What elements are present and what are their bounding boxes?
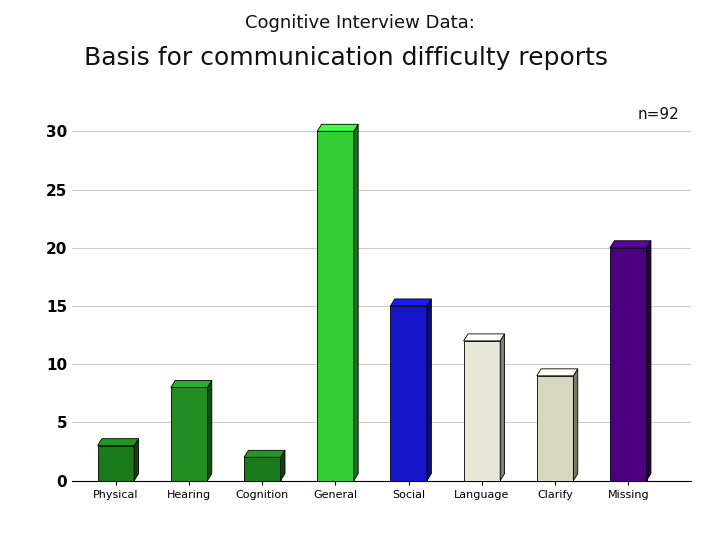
- Polygon shape: [647, 241, 651, 481]
- Polygon shape: [610, 241, 651, 248]
- Polygon shape: [318, 131, 354, 481]
- Text: n=92: n=92: [638, 107, 680, 122]
- Polygon shape: [537, 376, 573, 481]
- Text: Cognitive Interview Data:: Cognitive Interview Data:: [245, 14, 475, 31]
- Text: Basis for communication difficulty reports: Basis for communication difficulty repor…: [84, 46, 608, 70]
- Polygon shape: [427, 299, 431, 481]
- Polygon shape: [98, 446, 134, 481]
- Polygon shape: [537, 369, 577, 376]
- Polygon shape: [244, 450, 285, 457]
- Polygon shape: [171, 381, 212, 388]
- Polygon shape: [354, 124, 358, 481]
- Polygon shape: [464, 341, 500, 481]
- Polygon shape: [390, 299, 431, 306]
- Polygon shape: [171, 388, 207, 481]
- Polygon shape: [207, 381, 212, 481]
- Polygon shape: [281, 450, 285, 481]
- Polygon shape: [390, 306, 427, 481]
- Polygon shape: [573, 369, 577, 481]
- Polygon shape: [98, 438, 139, 445]
- Polygon shape: [318, 124, 358, 131]
- Polygon shape: [610, 248, 647, 481]
- Polygon shape: [134, 438, 139, 481]
- Polygon shape: [464, 334, 505, 341]
- Polygon shape: [244, 457, 281, 481]
- Polygon shape: [500, 334, 505, 481]
